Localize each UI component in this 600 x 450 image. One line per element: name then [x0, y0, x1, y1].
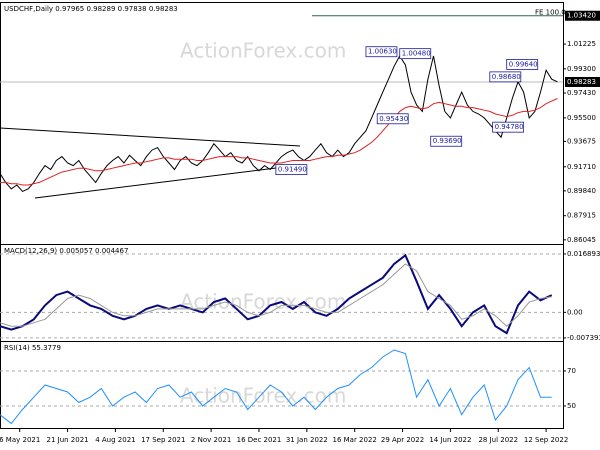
- panel-title: RSI(14) 55.3779: [4, 344, 61, 352]
- series-line: [0, 98, 558, 186]
- x-tick-label: 21 Jun 2021: [47, 436, 89, 444]
- annotation: 0.99640: [509, 60, 538, 68]
- x-tick-label: 4 Aug 2021: [95, 436, 135, 444]
- trend-line: [34, 164, 301, 199]
- watermark: ActionForex.com: [180, 39, 346, 63]
- y-tick-label: 0.97430: [567, 89, 596, 97]
- series-line: [0, 349, 552, 425]
- annotation: 1.00480: [402, 50, 431, 58]
- annotation-box: [430, 135, 463, 147]
- x-tick-label: 31 Jan 2022: [286, 436, 328, 444]
- y-tick-label: 1.01225: [567, 40, 596, 48]
- annotation: 0.95430: [379, 115, 408, 123]
- annotation-box: [489, 71, 522, 83]
- fe-label: 1.03420: [567, 12, 596, 20]
- y-tick-label: 0.91710: [567, 163, 596, 171]
- x-tick-label: 29 Apr 2022: [381, 436, 424, 444]
- x-tick-label: 12 Sep 2022: [524, 436, 568, 444]
- last-price-box: [565, 76, 600, 87]
- x-tick-label: 28 Jul 2022: [478, 436, 518, 444]
- y-tick-label: 50: [567, 402, 576, 410]
- panel-title: USDCHF,Daily 0.97965 0.98289 0.97838 0.9…: [4, 5, 178, 13]
- annotation: 1.00630: [368, 48, 397, 56]
- y-tick-label: 70: [567, 367, 576, 375]
- series-line: [0, 263, 552, 327]
- x-tick-label: 16 Dec 2021: [237, 436, 282, 444]
- annotation-box: [275, 164, 308, 176]
- y-tick-label: 0.93675: [567, 137, 596, 145]
- y-tick-label: 0.95500: [567, 114, 596, 122]
- trend-line: [0, 127, 301, 147]
- annotation: 0.93690: [433, 137, 462, 145]
- watermark: ActionForex.com: [180, 384, 346, 408]
- annotation-box: [492, 121, 525, 133]
- fe-text: FE 100.0: [535, 9, 566, 17]
- series-line: [0, 253, 553, 335]
- x-tick-label: 16 Mar 2022: [332, 436, 376, 444]
- y-tick-label: 0.016893: [567, 250, 600, 258]
- last-price-label: 0.98283: [567, 78, 596, 86]
- panel-title: MACD(12,26,9) 0.005057 0.004467: [4, 247, 128, 255]
- y-tick-label: 0.99300: [567, 65, 596, 73]
- annotation-box: [399, 48, 432, 60]
- annotation-box: [376, 113, 409, 125]
- y-tick-label: 0.00: [567, 308, 583, 316]
- series-line: [0, 55, 558, 193]
- y-tick-label: 0.87915: [567, 212, 596, 220]
- annotation-box: [365, 46, 398, 58]
- y-tick-label: 0.89840: [567, 187, 596, 195]
- annotation: 0.98680: [492, 73, 521, 81]
- x-tick-label: 17 Sep 2021: [141, 436, 185, 444]
- y-tick-label: -0.007393: [567, 334, 600, 342]
- x-tick-label: 6 May 2021: [0, 436, 40, 444]
- x-tick-label: 14 Jun 2022: [429, 436, 471, 444]
- annotation: 0.91490: [278, 166, 307, 174]
- y-tick-label: 0.86045: [567, 236, 596, 244]
- annotation: 0.94780: [495, 123, 524, 131]
- fe-box: [565, 10, 600, 21]
- x-tick-label: 2 Nov 2021: [191, 436, 231, 444]
- annotation-box: [506, 59, 539, 70]
